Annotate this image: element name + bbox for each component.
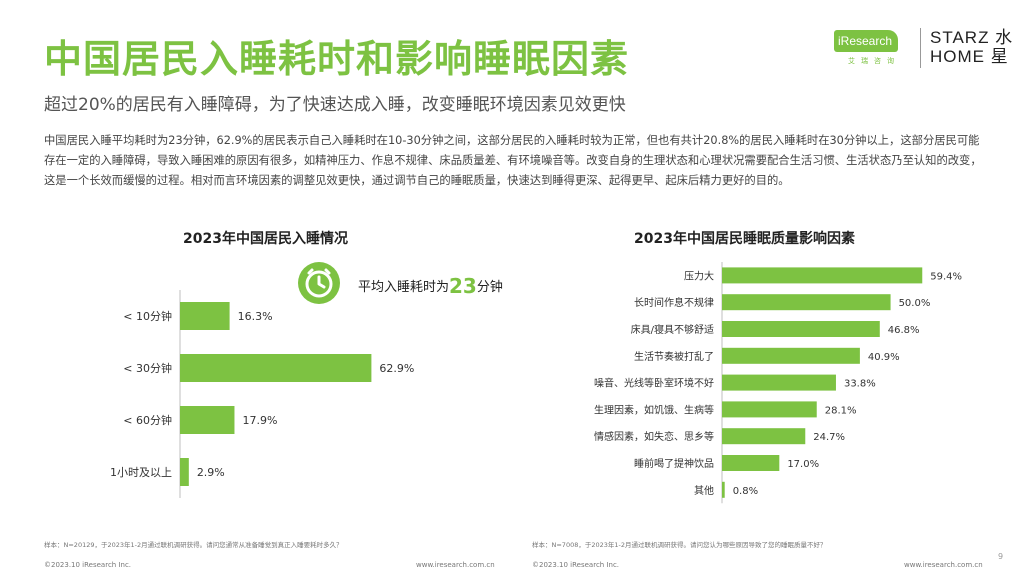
sleep-factor-value-label: 17.0%: [787, 459, 819, 470]
iresearch-logo-text: iResearch: [834, 30, 899, 52]
sleep-factor-category-label: 其他: [694, 484, 714, 497]
sleep-onset-bar-chart: < 10分钟 16.3% < 30分钟 62.9% < 60分钟 17.9% 1小时及以上 2…: [110, 290, 414, 498]
sleep-factor-value-label: 33.8%: [844, 379, 876, 390]
iresearch-logo-cn: 艾瑞咨询: [848, 57, 900, 65]
sleep-factor-category-label: 情感因素，如失恋、思乡等: [594, 430, 714, 443]
sleep-onset-category-label: < 10分钟: [123, 309, 172, 323]
sleep-onset-value-label: 2.9%: [197, 466, 225, 479]
sleep-factor-category-label: 床具/寝具不够舒适: [631, 323, 714, 336]
sleep-factor-value-label: 28.1%: [825, 405, 857, 416]
sleep-onset-category-label: < 30分钟: [123, 361, 172, 375]
left-footnote: 样本：N=20129，于2023年1-2月通过联机调研获得。请问您通常从准备睡觉…: [44, 541, 343, 549]
body-paragraph: 中国居民入睡平均耗时为23分钟，62.9%的居民表示自己入睡耗时在10-30分钟…: [44, 134, 982, 187]
sleep-onset-value-label: 62.9%: [379, 362, 414, 375]
sleep-factor-value-label: 40.9%: [868, 352, 900, 363]
sleep-factor-bar: [722, 401, 817, 418]
sleep-factor-bar: [722, 428, 806, 445]
sleep-factor-value-label: 24.7%: [813, 432, 845, 443]
sleep-factor-bar: [722, 321, 880, 337]
right-chart-title: 2023年中国居民睡眠质量影响因素: [634, 231, 855, 247]
sleep-factor-category-label: 生活节奏被打乱了: [634, 350, 714, 363]
callout-text: 平均入睡耗时为23分钟: [358, 272, 503, 298]
sleep-onset-value-label: 17.9%: [242, 414, 277, 427]
page-title: 中国居民入睡耗时和影响睡眠因素: [44, 37, 630, 81]
sleep-factor-category-label: 压力大: [684, 269, 714, 282]
sleep-onset-category-label: < 60分钟: [123, 413, 172, 427]
sleep-factor-category-label: 睡前喝了提神饮品: [634, 457, 714, 470]
sleep-onset-bar: [180, 302, 230, 330]
sleep-factor-category-label: 噪音、光线等卧室环境不好: [594, 377, 714, 390]
left-chart-title: 2023年中国居民入睡情况: [183, 231, 348, 247]
starz-home-logo: STARZ 水 HOME 星: [930, 28, 1013, 66]
clock-icon: [298, 262, 340, 304]
sleep-factor-value-label: 46.8%: [888, 325, 920, 336]
sleep-quality-factors-bar-chart: 压力大 59.4% 长时间作息不规律 50.0% 床具/寝具不够舒适 46.8% 生活节奏被…: [594, 262, 962, 504]
average-time-callout: 平均入睡耗时为23分钟: [298, 262, 528, 304]
callout-prefix: 平均入睡耗时为: [358, 280, 450, 295]
starz-logo-line2: HOME 星: [930, 47, 1009, 66]
callout-suffix: 分钟: [476, 280, 503, 295]
starz-logo-line1: STARZ 水: [930, 28, 1014, 47]
sleep-onset-bar: [180, 406, 235, 434]
sleep-factor-value-label: 0.8%: [733, 486, 758, 497]
sleep-onset-category-label: 1小时及以上: [110, 466, 172, 479]
sleep-onset-bar: [180, 458, 189, 486]
callout-value: 23: [449, 274, 477, 298]
page-number: 9: [998, 552, 1004, 561]
sleep-factor-bar: [722, 347, 860, 364]
logo-divider: [920, 28, 921, 68]
iresearch-logo: iResearch 艾瑞咨询: [834, 30, 914, 70]
page-subtitle: 超过20%的居民有入睡障碍，为了快速达成入睡，改变睡眠环境因素见效更快: [44, 95, 626, 115]
sleep-factor-bar: [722, 267, 923, 284]
sleep-factor-bar: [722, 481, 725, 498]
sleep-factor-value-label: 50.0%: [899, 298, 931, 309]
sleep-factor-bar: [722, 294, 891, 311]
sleep-onset-value-label: 16.3%: [238, 310, 273, 323]
url-right: www.iresearch.com.cn: [904, 561, 983, 569]
sleep-factor-category-label: 长时间作息不规律: [634, 296, 714, 309]
copyright-left: ©2023.10 iResearch Inc.: [44, 561, 132, 569]
sleep-onset-bar: [180, 354, 372, 382]
right-footnote: 样本：N=7008，于2023年1-2月通过联机调研获得。请问您认为哪些原因导致…: [532, 541, 827, 549]
copyright-right: ©2023.10 iResearch Inc.: [532, 561, 620, 569]
sleep-factor-bar: [722, 374, 836, 391]
url-left: www.iresearch.com.cn: [416, 561, 495, 569]
sleep-factor-bar: [722, 455, 780, 471]
sleep-factor-value-label: 59.4%: [930, 271, 962, 282]
sleep-factor-category-label: 生理因素，如饥饿、生病等: [594, 403, 714, 416]
